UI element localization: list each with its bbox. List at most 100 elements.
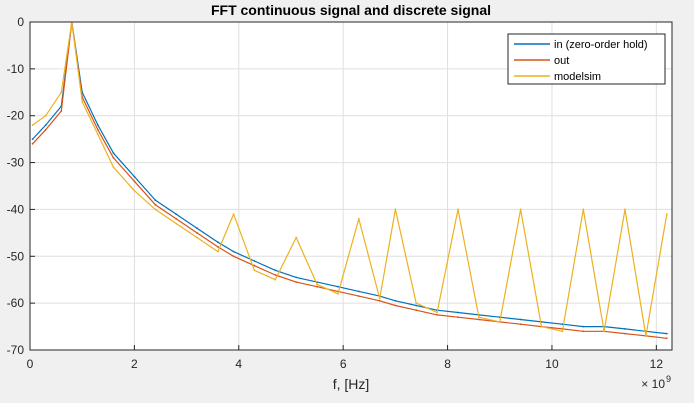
data-point bbox=[378, 299, 381, 302]
data-point bbox=[44, 124, 47, 126]
data-point bbox=[253, 264, 256, 267]
data-point bbox=[561, 323, 564, 326]
data-point bbox=[357, 217, 360, 220]
data-point bbox=[274, 269, 277, 272]
x-tick-label: 8 bbox=[444, 357, 451, 371]
chart-title: FFT continuous signal and discrete signa… bbox=[211, 2, 491, 18]
data-point bbox=[436, 314, 438, 316]
x-tick-label: 0 bbox=[27, 357, 34, 371]
data-point bbox=[665, 213, 668, 216]
y-tick-label: -60 bbox=[7, 296, 25, 310]
data-point bbox=[274, 274, 277, 276]
data-point bbox=[457, 208, 459, 211]
x-tick-label: 2 bbox=[131, 357, 138, 371]
x-tick-label: 12 bbox=[650, 357, 664, 371]
data-point bbox=[295, 276, 298, 279]
data-point bbox=[97, 133, 99, 136]
y-tick-label: -70 bbox=[7, 343, 25, 357]
x-axis-label: f, [Hz] bbox=[333, 376, 370, 392]
plot-frame bbox=[29, 21, 673, 351]
data-point bbox=[97, 128, 99, 131]
data-point bbox=[60, 91, 63, 94]
data-point bbox=[133, 180, 136, 183]
legend-label-modelsim: modelsim bbox=[554, 71, 601, 83]
data-point bbox=[357, 290, 360, 293]
data-point bbox=[232, 255, 235, 258]
data-point bbox=[112, 157, 115, 159]
data-point bbox=[665, 337, 668, 340]
x-axis-ticks: 0 2 4 6 8 10 12 bbox=[27, 345, 664, 371]
data-point bbox=[31, 142, 34, 145]
data-point bbox=[457, 311, 459, 314]
data-point bbox=[603, 330, 605, 333]
data-point bbox=[582, 330, 585, 333]
data-point bbox=[582, 208, 585, 211]
series-line-0 bbox=[32, 22, 667, 335]
data-point bbox=[175, 222, 178, 225]
data-point bbox=[394, 208, 397, 211]
data-point bbox=[624, 208, 626, 211]
data-point bbox=[357, 295, 360, 297]
data-point bbox=[253, 269, 256, 272]
data-point bbox=[624, 328, 626, 330]
x-axis-exponent: × 10 9 bbox=[641, 374, 671, 391]
data-point bbox=[196, 227, 198, 230]
data-point bbox=[31, 138, 34, 141]
series-line-2 bbox=[32, 22, 668, 337]
data-point bbox=[519, 323, 522, 326]
data-point bbox=[44, 114, 47, 117]
x-tick-label: 6 bbox=[340, 357, 347, 371]
data-point bbox=[316, 285, 318, 288]
series-2 bbox=[31, 22, 668, 337]
data-point bbox=[253, 260, 256, 262]
data-point bbox=[175, 213, 178, 216]
data-point bbox=[196, 236, 198, 239]
data-point bbox=[645, 335, 647, 337]
data-point bbox=[478, 316, 480, 319]
y-tick-label: -20 bbox=[7, 109, 25, 123]
data-point bbox=[316, 283, 318, 286]
data-point bbox=[295, 236, 298, 239]
y-tick-label: 0 bbox=[17, 15, 24, 29]
data-point bbox=[154, 203, 157, 206]
y-axis-ticks: 0 -10 -20 -30 -40 -50 -60 -70 bbox=[7, 15, 35, 357]
data-point bbox=[81, 100, 84, 103]
data-point bbox=[519, 208, 522, 211]
data-point bbox=[232, 213, 235, 216]
data-point bbox=[274, 278, 277, 281]
data-point bbox=[196, 232, 198, 234]
data-point bbox=[337, 292, 339, 295]
data-point bbox=[394, 299, 397, 302]
data-point bbox=[112, 152, 115, 155]
data-point bbox=[133, 189, 136, 192]
y-tick-label: -50 bbox=[7, 249, 25, 263]
data-point bbox=[217, 250, 219, 253]
data-point bbox=[478, 318, 480, 321]
y-tick-label: -30 bbox=[7, 156, 25, 170]
data-point bbox=[112, 166, 115, 169]
legend: in (zero-order hold) out modelsim bbox=[507, 33, 666, 85]
y-tick-label: -40 bbox=[7, 202, 25, 216]
data-point bbox=[217, 246, 219, 248]
data-point bbox=[232, 250, 235, 253]
x-tick-label: 4 bbox=[235, 357, 242, 371]
data-point bbox=[60, 110, 63, 112]
data-point bbox=[154, 208, 157, 211]
data-point bbox=[31, 124, 34, 126]
data-point bbox=[154, 199, 157, 202]
data-point bbox=[415, 302, 418, 304]
data-point bbox=[378, 297, 381, 300]
x-tick-label: 10 bbox=[545, 357, 559, 371]
data-point bbox=[415, 304, 418, 307]
data-point bbox=[97, 124, 99, 126]
y-tick-label: -10 bbox=[7, 62, 25, 76]
data-point bbox=[665, 332, 668, 335]
data-point bbox=[624, 332, 626, 335]
data-point bbox=[415, 309, 418, 312]
data-point bbox=[295, 281, 298, 283]
data-point bbox=[217, 241, 219, 244]
legend-label-in: in (zero-order hold) bbox=[554, 39, 648, 51]
data-point bbox=[561, 330, 564, 333]
data-point bbox=[44, 128, 47, 131]
